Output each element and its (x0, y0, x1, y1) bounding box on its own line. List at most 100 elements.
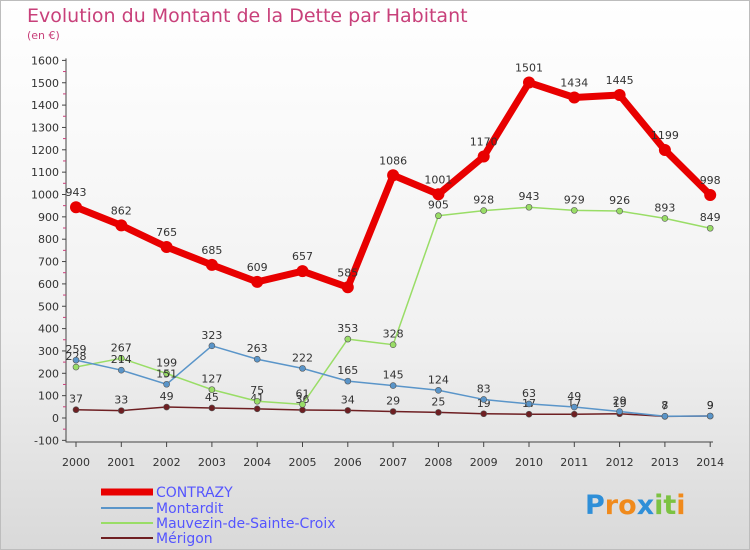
data-point (616, 408, 623, 415)
logo-letter: P (585, 490, 605, 521)
data-point (253, 397, 261, 405)
data-label: 228 (66, 350, 87, 363)
data-label: 61 (296, 387, 310, 400)
data-label: 33 (114, 394, 128, 407)
data-point (706, 224, 714, 232)
data-label: 29 (386, 395, 400, 408)
data-point (299, 365, 306, 372)
data-point (706, 412, 714, 420)
data-label: 267 (111, 341, 132, 354)
data-label: 328 (383, 328, 404, 341)
data-label: 9 (707, 399, 714, 412)
data-point (435, 386, 442, 394)
data-label: 36 (296, 393, 310, 406)
legend-entry: Mérigon (156, 531, 213, 547)
data-point (480, 410, 488, 418)
y-tick-label: -100 (34, 434, 59, 447)
data-point (251, 275, 264, 288)
data-label: 127 (201, 373, 222, 386)
data-point (613, 89, 626, 102)
data-point (387, 169, 400, 182)
data-label: 1001 (424, 173, 452, 186)
legend-entry: Mauvezin-de-Sainte-Croix (156, 516, 336, 532)
data-label: 929 (564, 193, 585, 206)
data-label: 1170 (470, 136, 498, 149)
legend-entry: CONTRAZY (156, 485, 233, 501)
data-label: 83 (477, 382, 491, 395)
data-label: 165 (337, 364, 358, 377)
y-tick-label: 1600 (31, 54, 59, 67)
data-point (616, 207, 623, 215)
data-point (570, 403, 578, 411)
x-tick-label: 2010 (515, 456, 543, 469)
y-tick-label: 500 (38, 300, 59, 313)
data-label: 998 (700, 174, 721, 187)
y-tick-label: 300 (38, 345, 59, 358)
x-tick-label: 2011 (560, 456, 588, 469)
data-point (477, 150, 490, 163)
data-point (299, 406, 306, 414)
chart-title: Evolution du Montant de la Dette par Hab… (27, 5, 468, 27)
data-point (661, 412, 669, 420)
data-point (389, 382, 397, 389)
data-label: 943 (66, 186, 87, 199)
data-label: 353 (337, 322, 358, 335)
data-label: 1445 (606, 74, 634, 87)
data-label: 75 (250, 384, 264, 397)
data-label: 49 (160, 390, 174, 403)
data-label: 34 (341, 393, 355, 406)
data-label: 49 (567, 390, 581, 403)
data-label: 928 (473, 194, 494, 207)
logo-letter: r (604, 490, 619, 521)
x-tick-label: 2006 (334, 456, 362, 469)
logo-letter: x (636, 490, 655, 521)
logo-letter: o (618, 490, 637, 521)
y-tick-label: 200 (38, 367, 59, 380)
data-point (299, 401, 306, 408)
data-label: 893 (654, 201, 675, 214)
data-point (344, 335, 352, 343)
data-point (658, 144, 671, 157)
data-label: 1434 (560, 77, 588, 90)
data-point (208, 342, 216, 350)
data-point (205, 258, 218, 271)
data-point (432, 188, 445, 201)
data-point (570, 410, 578, 418)
x-tick-label: 2012 (606, 456, 634, 469)
data-point (118, 407, 125, 414)
y-tick-label: 100 (38, 390, 59, 403)
data-point (480, 396, 488, 403)
series-line (74, 79, 713, 291)
x-tick-label: 2005 (289, 456, 317, 469)
data-label: 1199 (651, 129, 679, 142)
data-point (163, 380, 170, 388)
x-tick-label: 2004 (243, 456, 271, 469)
data-label: 25 (431, 395, 445, 408)
logo-letter: i (676, 490, 686, 521)
y-tick-label: 1300 (31, 121, 59, 134)
x-tick-label: 2003 (198, 456, 226, 469)
x-tick-label: 2014 (696, 456, 724, 469)
data-point (253, 355, 261, 363)
logo-letter: t (663, 490, 677, 521)
data-point (341, 281, 354, 294)
data-label: 323 (201, 329, 222, 342)
data-label: 259 (66, 343, 87, 356)
data-point (208, 386, 216, 393)
data-point (208, 404, 216, 412)
x-tick-label: 2009 (470, 456, 498, 469)
data-label: 609 (247, 261, 268, 274)
x-tick-label: 2001 (107, 456, 135, 469)
y-tick-label: 1200 (31, 144, 59, 157)
x-tick-label: 2007 (379, 456, 407, 469)
data-label: 37 (69, 393, 83, 406)
data-label: 145 (383, 369, 404, 382)
data-point (296, 265, 309, 278)
y-tick-label: 1400 (31, 99, 59, 112)
y-tick-label: 400 (38, 323, 59, 336)
y-tick-label: 700 (38, 256, 59, 269)
data-label: 8 (661, 399, 668, 412)
data-point (163, 403, 170, 411)
